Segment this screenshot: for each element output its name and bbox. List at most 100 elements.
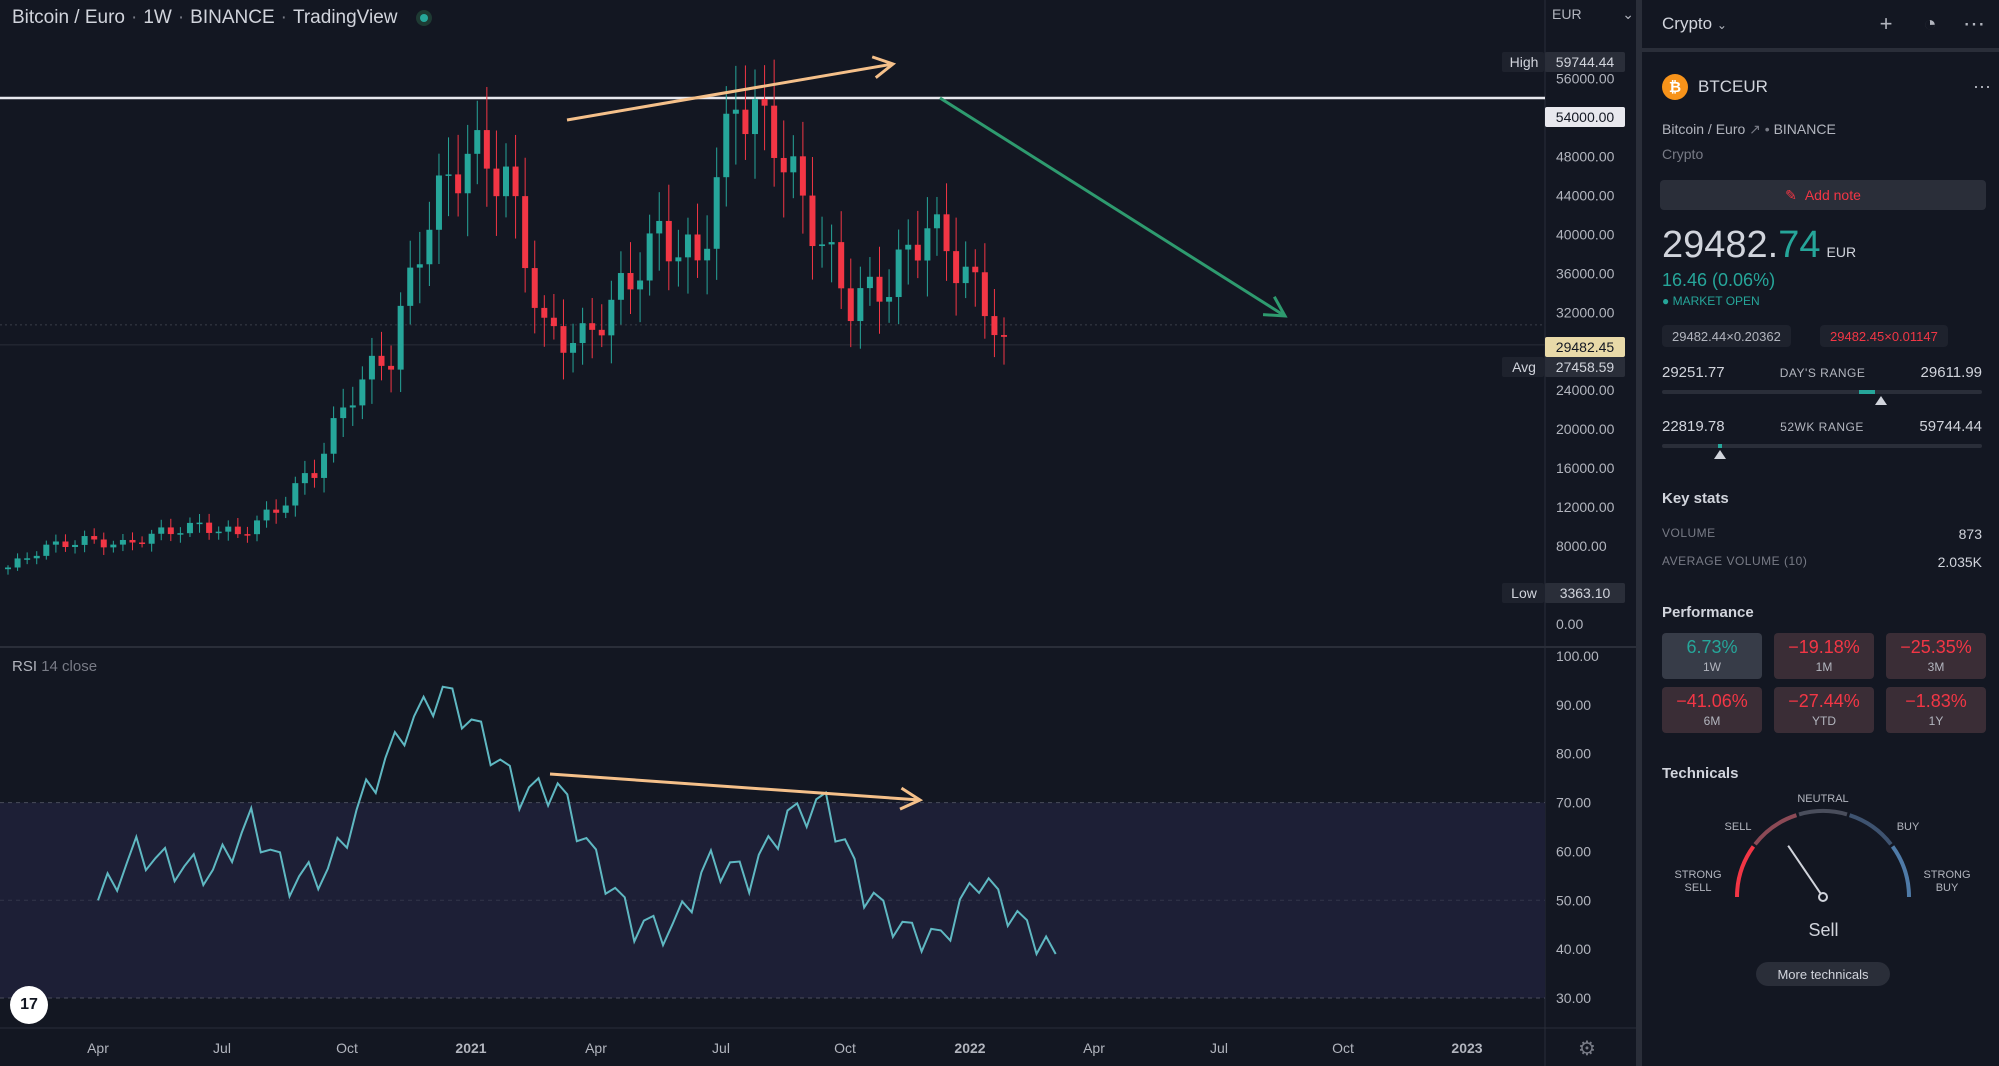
price-tick-label: 40000.00 [1556, 226, 1615, 242]
performance-title: Performance [1662, 604, 1754, 621]
candle [301, 460, 308, 495]
candle [474, 100, 481, 185]
candle [828, 224, 835, 283]
chart-pane[interactable]: 56000.0052000.0048000.0044000.0040000.00… [0, 0, 1636, 1066]
candle [895, 229, 902, 325]
candle [847, 258, 854, 348]
performance-period: 6M [1703, 714, 1721, 728]
add-note-button[interactable]: ✎ Add note [1660, 180, 1986, 210]
volume-value: 873 [1958, 526, 1982, 542]
exchange-label: BINANCE [190, 7, 275, 28]
candle [186, 517, 193, 537]
symbol-description[interactable]: Bitcoin / Euro [12, 7, 125, 28]
candle [330, 406, 337, 463]
days-range-bar [1662, 390, 1982, 394]
candle [196, 514, 203, 533]
candle [637, 252, 644, 323]
high-tag-value: 59744.44 [1556, 54, 1615, 70]
performance-value: −25.35% [1900, 637, 1972, 657]
external-link-icon[interactable]: ↗ [1749, 121, 1761, 137]
candle [282, 496, 289, 519]
symbol-desc[interactable]: Bitcoin / Euro [1662, 121, 1746, 137]
price-tick-label: 12000.00 [1556, 499, 1615, 515]
candle [407, 240, 414, 325]
day-range-label: DAY'S RANGE [1779, 365, 1866, 380]
avg-volume-label: AVERAGE VOLUME (10) [1662, 554, 1808, 568]
candle [340, 388, 347, 438]
rsi-tick-label: 100.00 [1556, 648, 1599, 664]
performance-period: 1Y [1928, 714, 1944, 728]
level-tag: 54000.00 [1545, 107, 1625, 127]
candle [799, 121, 806, 234]
add-note-label: Add note [1804, 187, 1861, 203]
candle [254, 515, 260, 542]
last-price-tag-value: 29482.45 [1556, 339, 1615, 355]
candle [5, 565, 11, 575]
candle [742, 65, 749, 160]
days-range-fill [1858, 390, 1875, 394]
performance-cell-ytd[interactable]: −27.44% YTD [1774, 687, 1874, 733]
candle [435, 153, 442, 264]
candle [579, 307, 586, 365]
price-tick-label: 48000.00 [1556, 148, 1615, 164]
wk-range-label: 52WK RANGE [1780, 419, 1864, 434]
rsi-params: 14 close [41, 658, 98, 675]
gauge-segment [1848, 813, 1893, 846]
high-tag: High 59744.44 [1502, 52, 1625, 72]
candle [675, 229, 682, 287]
candle [273, 499, 280, 524]
52wk-range: 22819.78 52WK RANGE 59744.44 [1662, 418, 1982, 435]
price-integer: 29482. [1662, 224, 1779, 266]
rsi-tick-label: 80.00 [1556, 746, 1591, 762]
candle [72, 540, 79, 554]
more-technicals-button[interactable]: More technicals [1756, 962, 1890, 986]
more-icon[interactable]: ⋯ [1963, 11, 1985, 36]
price-tick-label: 36000.00 [1556, 265, 1615, 281]
performance-cell-6m[interactable]: −41.06% 6M [1662, 687, 1762, 733]
source-label: TradingView [292, 7, 398, 28]
candle [732, 65, 739, 165]
candle [723, 86, 730, 207]
performance-cell-1m[interactable]: −19.18% 1M [1774, 633, 1874, 679]
plus-icon[interactable]: + [1879, 11, 1893, 36]
candle [953, 217, 960, 316]
wk-low: 22819.78 [1662, 418, 1725, 435]
candle [886, 269, 893, 323]
rsi-down-arrow-drawing [549, 772, 924, 811]
gauge-label-sell: SELL [1725, 821, 1752, 833]
wk-high: 59744.44 [1919, 418, 1982, 435]
gauge-label-strong-buy: BUY [1936, 882, 1959, 894]
performance-cell-1y[interactable]: −1.83% 1Y [1886, 687, 1986, 733]
candle [225, 520, 232, 541]
avg-volume-row: AVERAGE VOLUME (10) 2.035K [1662, 554, 1982, 570]
symbol-category: Crypto [1662, 146, 1704, 162]
performance-period: 1W [1703, 660, 1721, 674]
candle [541, 295, 548, 347]
interval-label[interactable]: 1W [143, 7, 172, 28]
chart-canvas[interactable]: 56000.0052000.0048000.0044000.0040000.00… [0, 0, 1636, 1066]
currency-selector[interactable]: EUR ⌄ [1548, 3, 1636, 27]
price-down-arrow-drawing [939, 96, 1288, 318]
symbol-name[interactable]: BTCEUR [1698, 77, 1768, 96]
more-icon[interactable]: ⋯ [1973, 76, 1992, 97]
gauge-needle [1787, 845, 1828, 902]
candle [455, 134, 462, 217]
candle [512, 134, 519, 239]
52wk-range-bar [1662, 444, 1982, 448]
watchlist-name[interactable]: Crypto ⌄ [1662, 14, 1727, 33]
candle [771, 59, 778, 187]
gear-icon[interactable]: ⚙ [1578, 1038, 1596, 1060]
candle [684, 217, 691, 294]
candle [206, 513, 213, 540]
candle [531, 240, 538, 334]
symbol-exchange: BINANCE [1773, 121, 1836, 137]
candle [665, 184, 672, 291]
performance-cell-1w[interactable]: 6.73% 1W [1662, 633, 1762, 679]
rsi-legend[interactable]: RSI 14 close [12, 658, 97, 675]
time-tick-label: Jul [1210, 1040, 1228, 1056]
tradingview-logo-icon[interactable]: 17 [10, 986, 48, 1024]
performance-cell-3m[interactable]: −25.35% 3M [1886, 633, 1986, 679]
technicals-result: Sell [1808, 920, 1839, 940]
pie-chart-icon[interactable]: ◔ [1923, 11, 1937, 36]
